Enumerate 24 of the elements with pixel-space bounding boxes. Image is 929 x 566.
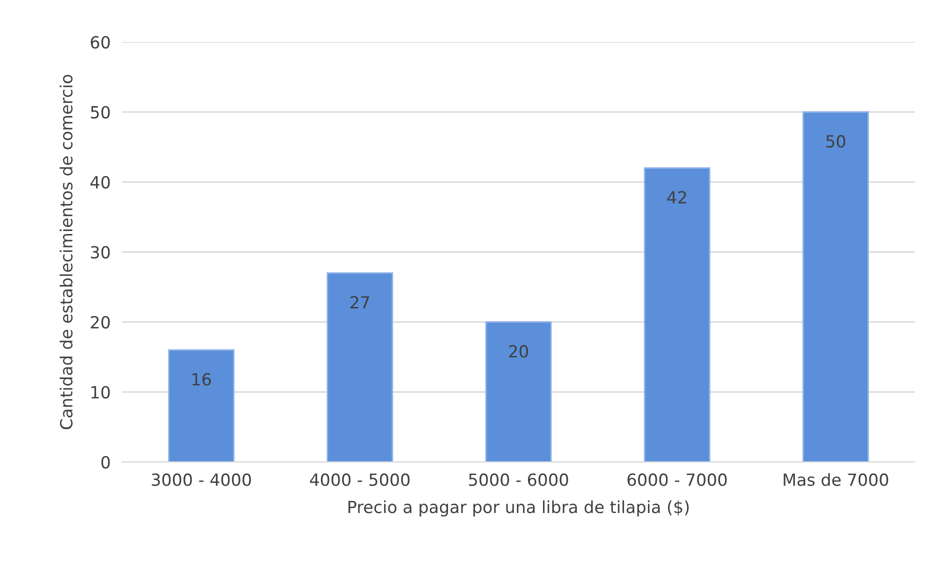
data-label: 50 — [826, 135, 846, 148]
data-label: 20 — [509, 345, 528, 358]
bar — [644, 167, 710, 462]
bar — [802, 111, 869, 462]
data-label: 16 — [192, 373, 211, 386]
x-tick-label: 3000 - 4000 — [152, 473, 251, 486]
y-tick-label: 50 — [90, 106, 110, 119]
data-label: 27 — [350, 296, 370, 308]
y-tick-label: 20 — [90, 316, 110, 329]
x-axis-title: Precio a pagar por una libra de tilapia ($) — [348, 500, 689, 516]
bar — [168, 349, 235, 462]
x-tick-label: 4000 - 5000 — [310, 473, 410, 486]
y-tick-label: 60 — [90, 36, 110, 49]
x-tick-label: 6000 - 7000 — [628, 473, 727, 486]
y-tick-label: 10 — [92, 386, 110, 399]
x-tick-label: Mas de 7000 — [784, 473, 888, 486]
y-tick-label: 40 — [90, 176, 110, 189]
y-tick-label: 30 — [90, 246, 110, 259]
x-tick-label: 5000 - 6000 — [469, 473, 568, 486]
data-label: 42 — [667, 191, 686, 204]
y-tick-label: 0 — [101, 456, 110, 469]
bar — [326, 272, 394, 462]
y-axis-title: Cantidad de establecimientos de comercio — [60, 74, 73, 430]
bar — [485, 321, 552, 462]
